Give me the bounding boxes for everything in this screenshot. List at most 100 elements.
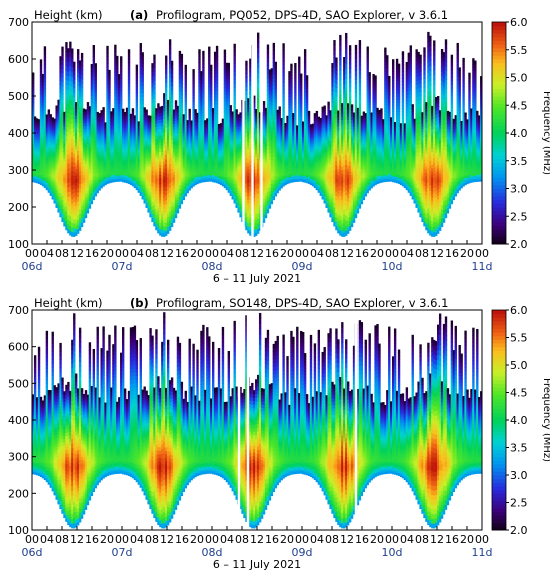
heatmap-cell — [92, 83, 96, 88]
heatmap-cell — [82, 202, 86, 206]
heatmap-cell — [67, 228, 70, 234]
heatmap-cell — [63, 111, 66, 116]
heatmap-cell — [78, 102, 82, 108]
heatmap-cell — [82, 114, 86, 118]
heatmap-cell — [104, 144, 107, 147]
heatmap-cell — [122, 128, 125, 132]
heatmap-cell — [123, 119, 127, 122]
heatmap-cell — [84, 185, 88, 189]
heatmap-cell — [77, 145, 80, 151]
heatmap-cell — [77, 215, 80, 221]
heatmap-cell — [59, 164, 62, 170]
heatmap-cell — [122, 141, 125, 144]
heatmap-cell — [47, 179, 51, 183]
heatmap-cell — [61, 90, 64, 96]
heatmap-cell — [114, 123, 117, 128]
heatmap-cell — [49, 116, 52, 119]
heatmap-cell — [90, 119, 94, 124]
heatmap-cell — [63, 220, 66, 224]
heatmap-cell — [63, 180, 66, 184]
heatmap-cell — [51, 192, 54, 196]
heatmap-cell — [32, 86, 35, 90]
heatmap-cell — [108, 112, 111, 116]
heatmap-cell — [125, 154, 129, 157]
heatmap-cell — [88, 108, 92, 112]
heatmap-cell — [59, 212, 62, 218]
heatmap-cell — [53, 175, 56, 179]
heatmap-cell — [43, 184, 47, 189]
heatmap-cell — [77, 141, 80, 147]
heatmap-cell — [127, 89, 131, 94]
heatmap-cell — [108, 180, 111, 184]
heatmap-cell — [102, 130, 105, 134]
heatmap-cell — [86, 163, 90, 167]
heatmap-cell — [71, 189, 74, 195]
heatmap-cell — [63, 131, 66, 136]
heatmap-cell — [47, 161, 51, 164]
heatmap-cell — [106, 180, 109, 185]
heatmap-cell — [55, 120, 58, 124]
heatmap-cell — [223, 52, 227, 57]
heatmap-cell — [116, 153, 119, 157]
heatmap-cell — [114, 140, 117, 145]
heatmap-cell — [122, 143, 125, 146]
heatmap-cell — [35, 136, 39, 139]
heatmap-cell — [108, 165, 111, 170]
heatmap-cell — [84, 206, 88, 211]
heatmap-cell — [100, 154, 103, 158]
heatmap-cell — [153, 58, 156, 64]
heatmap-cell — [92, 118, 96, 123]
heatmap-cell — [170, 81, 174, 87]
heatmap-cell — [202, 93, 205, 98]
heatmap-cell — [184, 107, 187, 112]
heatmap-cell — [32, 129, 35, 134]
heatmap-cell — [33, 123, 37, 126]
heatmap-cell — [92, 141, 96, 146]
heatmap-cell — [96, 188, 99, 192]
heatmap-cell — [39, 118, 43, 123]
heatmap-cell — [106, 100, 109, 105]
heatmap-cell — [37, 128, 41, 131]
heatmap-cell — [88, 195, 92, 199]
heatmap-cell — [53, 127, 56, 130]
heatmap-cell — [49, 122, 52, 125]
heatmap-cell — [37, 173, 41, 176]
heatmap-cell — [215, 100, 219, 105]
heatmap-cell — [102, 154, 105, 157]
heatmap-cell — [106, 166, 109, 171]
heatmap-cell — [180, 106, 184, 111]
heatmap-cell — [141, 77, 144, 82]
heatmap-cell — [180, 57, 184, 62]
heatmap-cell — [51, 125, 54, 128]
heatmap-cell — [106, 83, 109, 88]
heatmap-cell — [104, 166, 107, 169]
heatmap-cell — [57, 172, 60, 177]
heatmap-cell — [32, 88, 35, 93]
heatmap-cell — [112, 152, 115, 155]
heatmap-cell — [35, 119, 39, 123]
heatmap-cell — [202, 80, 205, 84]
heatmap-cell — [92, 157, 96, 162]
heatmap-cell — [65, 206, 68, 212]
heatmap-cell — [80, 200, 84, 206]
heatmap-cell — [86, 171, 90, 175]
heatmap-cell — [32, 157, 35, 161]
heatmap-cell — [71, 161, 74, 167]
heatmap-cell — [67, 108, 70, 114]
heatmap-cell — [112, 109, 115, 113]
heatmap-cell — [65, 56, 68, 62]
heatmap-cell — [272, 50, 276, 56]
heatmap-cell — [51, 143, 54, 147]
heatmap-cell — [53, 186, 56, 189]
heatmap-cell — [129, 138, 133, 141]
heatmap-cell — [61, 116, 64, 122]
heatmap-cell — [37, 181, 41, 184]
heatmap-cell — [102, 170, 105, 173]
heatmap-cell — [122, 130, 125, 133]
heatmap-cell — [43, 145, 47, 150]
heatmap-cell — [61, 191, 64, 196]
heatmap-cell — [53, 162, 56, 166]
heatmap-cell — [33, 118, 37, 121]
heatmap-cell — [94, 136, 97, 140]
